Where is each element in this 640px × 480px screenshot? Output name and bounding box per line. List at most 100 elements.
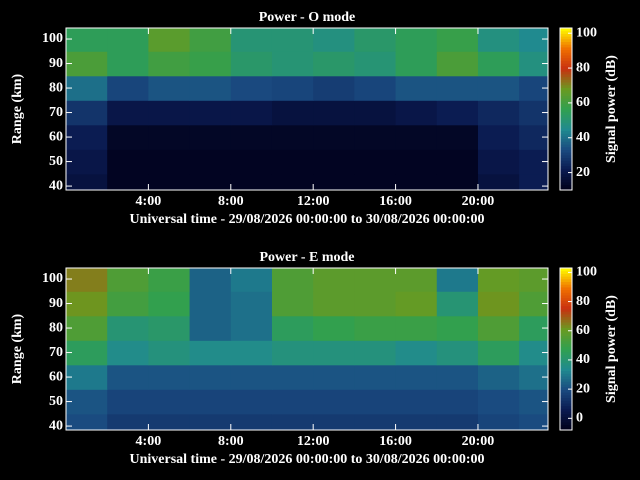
- heatmap-cell: [395, 75, 438, 101]
- y-axis-label: Range (km): [10, 313, 25, 384]
- heatmap-cell: [66, 340, 108, 366]
- y-tick-label: 50: [49, 394, 63, 409]
- y-tick-label: 90: [49, 296, 63, 311]
- heatmap-cell: [313, 51, 355, 77]
- colorbar-segment: [560, 421, 572, 426]
- colorbar-tick-label: 20: [576, 165, 590, 180]
- colorbar-segment: [560, 146, 572, 150]
- colorbar-segment: [560, 157, 572, 161]
- colorbar-segment: [560, 171, 572, 175]
- heatmap-cell: [230, 340, 273, 366]
- heatmap-cell: [189, 291, 232, 317]
- colorbar-segment: [560, 400, 572, 404]
- x-tick-label: 4:00: [136, 434, 162, 449]
- heatmap-cell: [148, 291, 191, 317]
- heatmap-cell: [271, 28, 314, 52]
- heatmap-cell: [436, 291, 479, 317]
- colorbar-segment: [560, 179, 572, 183]
- heatmap-cell: [107, 268, 149, 292]
- heatmap-cell: [395, 124, 438, 150]
- colorbar-segment: [560, 405, 572, 409]
- colorbar-segment: [560, 141, 572, 145]
- heatmap-cell: [436, 340, 479, 366]
- heatmap-cell: [148, 315, 191, 341]
- colorbar-segment: [560, 154, 572, 159]
- colorbar-segment: [560, 87, 572, 91]
- heatmap-cell: [313, 413, 355, 431]
- heatmap-cell: [354, 124, 397, 150]
- heatmap-cell: [230, 413, 273, 431]
- heatmap-cell: [271, 100, 314, 126]
- heatmap-cell: [354, 28, 397, 52]
- colorbar-segment: [560, 424, 572, 428]
- colorbar-segment: [560, 338, 572, 342]
- heatmap-cell: [271, 315, 314, 341]
- colorbar-segment: [560, 408, 572, 412]
- colorbar-segment: [560, 46, 572, 51]
- colorbar-segment: [560, 313, 572, 318]
- heatmap-cell: [436, 268, 479, 292]
- colorbar-segment: [560, 160, 572, 164]
- heatmap-cell: [313, 173, 355, 191]
- heatmap-cell: [230, 364, 273, 390]
- colorbar-tick-label: 100: [576, 265, 597, 280]
- colorbar-tick-label: 60: [576, 323, 590, 338]
- colorbar-label: Signal power (dB): [604, 295, 619, 403]
- heatmap-cell: [189, 364, 232, 390]
- colorbar-segment: [560, 349, 572, 353]
- heatmap-cell: [107, 51, 149, 77]
- colorbar-segment: [560, 130, 572, 134]
- heatmap-cell: [189, 51, 232, 77]
- colorbar-segment: [560, 168, 572, 172]
- heatmap-cell: [148, 413, 191, 431]
- colorbar-segment: [560, 84, 572, 88]
- colorbar-segment: [560, 300, 572, 304]
- heatmap-cell: [107, 75, 149, 101]
- x-tick-label: 4:00: [136, 194, 162, 209]
- heatmap-cell: [230, 149, 273, 175]
- heatmap-cell: [477, 364, 520, 390]
- colorbar-segment: [560, 36, 572, 40]
- colorbar-segment: [560, 133, 572, 137]
- heatmap-cell: [395, 413, 438, 431]
- colorbar-frame: [559, 267, 573, 431]
- x-tick-label: 8:00: [218, 434, 244, 449]
- heatmap-cell: [107, 100, 149, 126]
- heatmap-cell: [354, 315, 397, 341]
- heatmap-cell: [189, 124, 232, 150]
- heatmap-cell: [395, 315, 438, 341]
- heatmap-cell: [354, 413, 397, 431]
- heatmap-cell: [271, 124, 314, 150]
- colorbar-segment: [560, 136, 572, 140]
- colorbar-segment: [560, 292, 572, 296]
- y-tick-label: 60: [49, 129, 63, 144]
- colorbar-segment: [560, 346, 572, 350]
- heatmap-cell: [66, 173, 108, 191]
- heatmap-cell: [189, 268, 232, 292]
- heatmap-cell: [230, 268, 273, 292]
- colorbar-segment: [560, 165, 572, 169]
- x-tick-label: 12:00: [297, 434, 330, 449]
- colorbar-segment: [560, 386, 572, 390]
- x-tick-label: 16:00: [379, 434, 412, 449]
- colorbar-segment: [560, 270, 572, 274]
- heatmap-cell: [313, 28, 355, 52]
- colorbar-segment: [560, 340, 572, 345]
- heatmap-cell: [354, 291, 397, 317]
- colorbar-segment: [560, 95, 572, 99]
- colorbar-segment: [560, 327, 572, 331]
- colorbar-segment: [560, 370, 572, 374]
- heatmap-cell: [436, 75, 479, 101]
- heatmap-cell: [189, 413, 232, 431]
- heatmap-cell: [230, 291, 273, 317]
- colorbar-segment: [560, 176, 572, 180]
- y-tick-label: 40: [49, 178, 63, 193]
- plot-frame: [65, 27, 549, 191]
- colorbar-segment: [560, 163, 572, 167]
- heatmap-cell: [148, 75, 191, 101]
- heatmap-cell: [148, 364, 191, 390]
- heatmap-cell: [271, 389, 314, 415]
- heatmap-cell: [271, 413, 314, 431]
- y-tick-label: 40: [49, 418, 63, 433]
- colorbar-segment: [560, 187, 572, 191]
